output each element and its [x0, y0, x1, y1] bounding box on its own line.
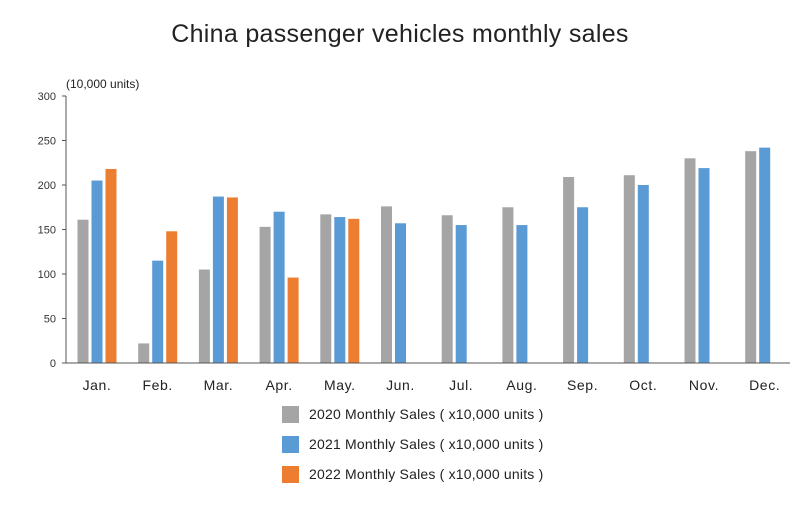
legend-label-2020: 2020 Monthly Sales ( x10,000 units ): [309, 406, 544, 422]
y-axis-ticks: 0 50 100 150 200 250 300: [38, 91, 66, 370]
legend-item-2022: 2022 Monthly Sales ( x10,000 units ): [282, 464, 543, 484]
bar-2021-dec: [759, 147, 771, 363]
bar-2020-feb: [138, 343, 150, 363]
bar-2020-oct: [623, 175, 635, 363]
x-tick-label: Aug.: [506, 377, 537, 393]
bar-2021-sep: [577, 207, 589, 363]
legend-item-2021: 2021 Monthly Sales ( x10,000 units ): [282, 434, 543, 454]
bar-2021-mar: [212, 196, 224, 363]
x-tick-label: Jun.: [386, 377, 415, 393]
legend: 2020 Monthly Sales ( x10,000 units ) 202…: [282, 404, 543, 494]
bar-2020-dec: [745, 151, 757, 363]
bar-2021-feb: [152, 260, 164, 363]
bar-2022-may: [348, 218, 360, 363]
y-tick-label: 300: [38, 91, 56, 103]
legend-label-2021: 2021 Monthly Sales ( x10,000 units ): [309, 436, 544, 452]
bar-chart: (10,000 units) 0 50 100 150 200 250 300 Jan. Fe…: [38, 77, 790, 393]
bar-2021-jan: [91, 180, 103, 363]
y-tick-label: 250: [38, 136, 56, 148]
y-tick-label: 0: [50, 358, 56, 370]
chart-title: China passenger vehicles monthly sales: [171, 20, 629, 48]
y-tick-label: 50: [44, 314, 56, 326]
legend-label-2022: 2022 Monthly Sales ( x10,000 units ): [309, 466, 544, 482]
bar-2020-apr: [259, 226, 271, 363]
bar-2020-aug: [502, 207, 514, 363]
bar-2020-jun: [381, 206, 392, 363]
bar-2021-jul: [455, 225, 467, 363]
bar-2021-may: [334, 217, 346, 363]
bar-2020-may: [320, 214, 332, 363]
x-tick-label: Feb.: [142, 377, 172, 393]
bar-2022-apr: [287, 277, 299, 363]
x-tick-label: Nov.: [689, 377, 719, 393]
bar-2021-nov: [698, 168, 710, 363]
x-tick-label: May.: [324, 377, 356, 393]
legend-item-2020: 2020 Monthly Sales ( x10,000 units ): [282, 404, 543, 424]
bar-2020-nov: [684, 158, 696, 363]
legend-swatch-2020: [282, 405, 299, 423]
y-tick-label: 150: [38, 225, 56, 237]
bar-2020-jan: [77, 219, 89, 363]
legend-swatch-2021: [282, 435, 299, 453]
bar-2021-jun: [395, 223, 406, 363]
x-tick-label: Apr.: [265, 377, 292, 393]
bar-2021-oct: [637, 185, 649, 363]
bar-2020-sep: [563, 176, 575, 363]
x-tick-label: Oct.: [629, 377, 657, 393]
x-axis-labels: Jan. Feb. Mar. Apr. May. Jun. Jul. Aug. Sep. Oct.…: [83, 377, 780, 393]
x-tick-label: Mar.: [204, 377, 234, 393]
x-tick-label: Jan.: [83, 377, 112, 393]
x-tick-label: Sep.: [567, 377, 598, 393]
bar-2022-jan: [105, 168, 117, 363]
legend-swatch-2022: [282, 465, 299, 483]
bar-2020-mar: [198, 269, 210, 363]
y-axis-unit-label: (10,000 units): [66, 77, 139, 91]
x-tick-label: Jul.: [449, 377, 473, 393]
y-tick-label: 200: [38, 180, 56, 192]
bar-2022-feb: [166, 231, 178, 363]
bar-2021-apr: [273, 211, 285, 363]
bar-2022-mar: [226, 197, 238, 363]
y-tick-label: 100: [38, 269, 56, 281]
x-tick-label: Dec.: [749, 377, 780, 393]
bar-2021-aug: [516, 225, 528, 363]
bar-2020-jul: [441, 215, 453, 363]
bars-group: [77, 147, 771, 363]
